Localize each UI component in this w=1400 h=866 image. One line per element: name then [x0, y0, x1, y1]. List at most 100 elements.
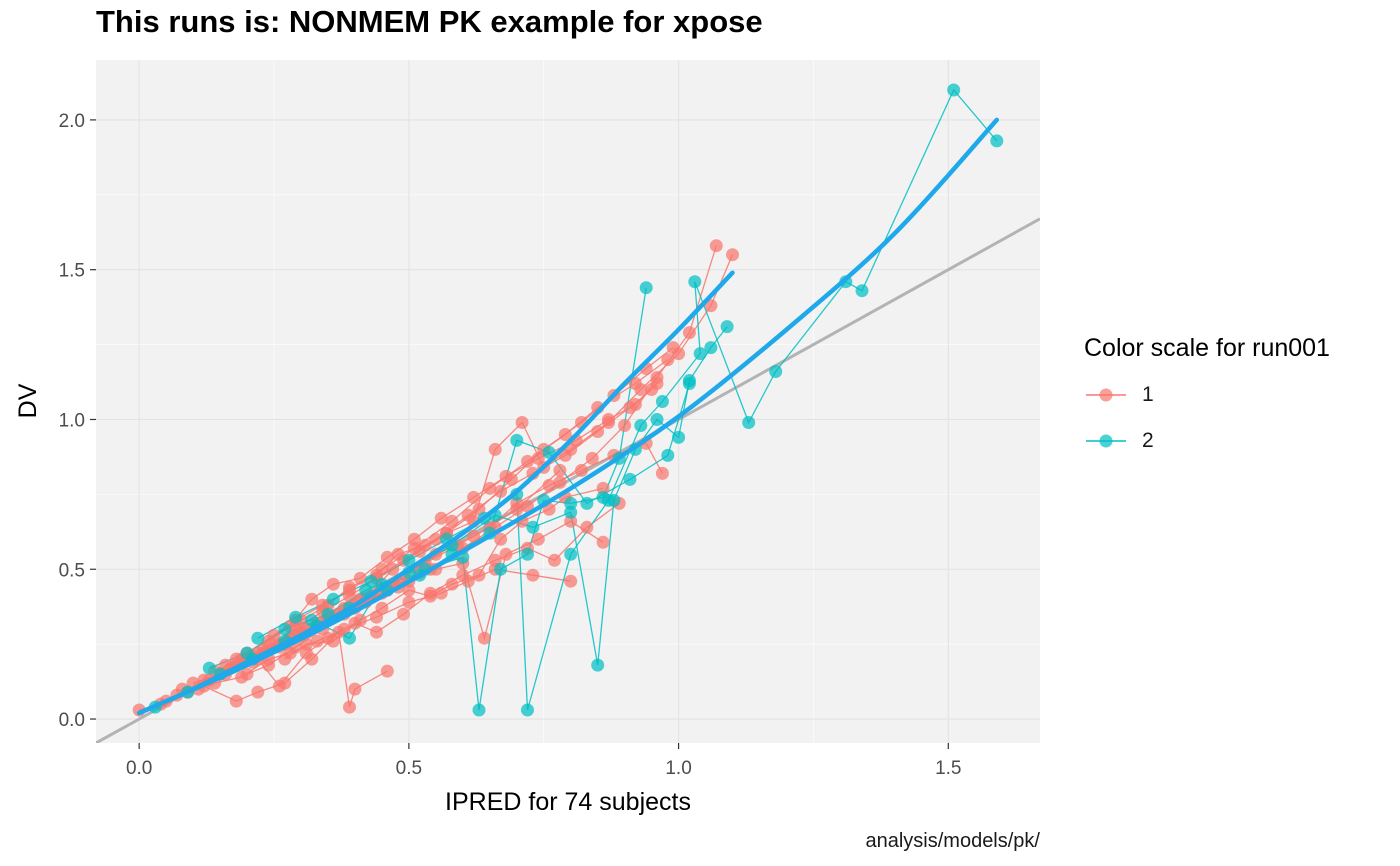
series-2-point	[704, 341, 718, 355]
series-1-line	[176, 630, 388, 708]
series-1-point	[456, 568, 470, 582]
series-2-point	[650, 413, 664, 426]
series-1-point	[402, 595, 416, 609]
series-2-point	[305, 613, 319, 627]
series-1-point	[575, 463, 588, 477]
series-2-point	[591, 658, 605, 672]
series-1-point	[310, 634, 324, 648]
series-2-point	[521, 547, 534, 561]
series-1-point	[585, 451, 599, 465]
series-1-point	[521, 499, 534, 513]
series-1-point	[542, 478, 556, 492]
series-2-point	[855, 284, 869, 298]
series-1-point	[278, 652, 292, 666]
series-2-point	[521, 703, 534, 717]
series-1-point	[326, 577, 340, 591]
series-1-point	[467, 529, 481, 543]
smooth-line-2	[136, 117, 1000, 716]
series-1-point	[602, 413, 615, 426]
series-1-point	[499, 469, 513, 483]
y-axis-ticks: 0.0 0.5 1.0 1.5 2.0	[59, 111, 96, 731]
series-1-point	[666, 341, 680, 355]
x-axis-title: IPRED for 74 subjects	[445, 788, 691, 816]
series-1-point	[299, 646, 313, 660]
x-axis-ticks: 0.0 0.5 1.0 1.5	[126, 743, 962, 779]
series-2-point	[634, 419, 648, 432]
x-tick-label: 1.0	[665, 758, 691, 779]
series-2-point	[623, 472, 637, 486]
series-1-point	[305, 592, 319, 606]
series-1-point	[472, 568, 486, 582]
series-2-point	[472, 703, 486, 717]
series-1-point	[618, 419, 632, 432]
series-2-point	[494, 562, 508, 576]
series-2-point	[720, 320, 734, 334]
legend-item-1: 1	[1084, 377, 1330, 423]
series-1-point	[553, 475, 567, 489]
series-1-point	[596, 481, 610, 495]
series-2-point	[343, 631, 356, 645]
series-1-point	[709, 239, 723, 253]
chart-caption: analysis/models/pk/	[865, 830, 1040, 852]
series-1-point	[477, 631, 491, 645]
series-1-point	[494, 484, 508, 498]
series-1-point	[634, 383, 648, 396]
series-1-point	[531, 532, 545, 546]
series-2-point	[639, 281, 653, 295]
legend-title: Color scale for run001	[1084, 334, 1330, 362]
series-2-point	[278, 622, 292, 636]
series-2-point	[526, 520, 540, 534]
series-1-point	[445, 577, 459, 591]
legend-key-1	[1086, 388, 1126, 402]
series-1-point	[386, 562, 400, 576]
legend-label-1: 1	[1142, 383, 1154, 406]
series-1-point	[348, 682, 362, 696]
x-tick-label: 1.5	[935, 758, 961, 779]
series-2-point	[990, 134, 1004, 148]
plot-panel	[96, 60, 1040, 743]
series-1-point	[343, 580, 356, 594]
series-2-point	[402, 553, 416, 567]
series-1-point	[262, 634, 276, 648]
series-1-point	[521, 454, 534, 468]
series-1-point	[353, 571, 367, 585]
series-1-point	[499, 547, 513, 561]
series-1-point	[467, 490, 481, 504]
series-1-point	[418, 538, 432, 552]
series-2-point	[688, 275, 702, 289]
series-2-point	[240, 646, 254, 660]
y-axis-title: DV	[14, 383, 42, 418]
series-1-point	[564, 574, 578, 588]
series-1-point	[434, 511, 448, 525]
series-1-point	[655, 466, 669, 480]
series-1-point	[375, 601, 389, 615]
series-1-point	[580, 520, 594, 534]
series-1-point	[251, 685, 265, 699]
chart-title: This runs is: NONMEM PK example for xpos…	[96, 4, 763, 39]
series-1-point	[262, 658, 276, 672]
x-tick-label: 0.5	[396, 758, 422, 779]
series-1-point	[553, 463, 567, 477]
series-2-point	[742, 416, 756, 429]
series-1-point	[548, 553, 561, 567]
series-1-point	[623, 401, 637, 414]
grid-major	[96, 60, 1040, 743]
series-1-point	[272, 679, 286, 693]
series-2-point	[564, 496, 578, 510]
series-1-point	[423, 589, 437, 603]
legend: Color scale for run001 1 2	[1084, 334, 1330, 469]
series-1-point	[596, 535, 610, 549]
series-1-point	[353, 613, 367, 627]
series-1-point	[229, 694, 243, 708]
series-2-point	[326, 592, 340, 606]
series-1-point	[682, 326, 696, 340]
grid-minor	[96, 60, 1040, 743]
series-2-point	[564, 547, 578, 561]
series-1-point	[526, 568, 540, 582]
series-1-point	[299, 637, 313, 651]
series-2-point	[202, 661, 216, 675]
series-2-point	[510, 433, 524, 447]
series-1-point	[240, 667, 254, 681]
series-2-point	[580, 496, 594, 510]
series-1-point	[343, 700, 356, 714]
